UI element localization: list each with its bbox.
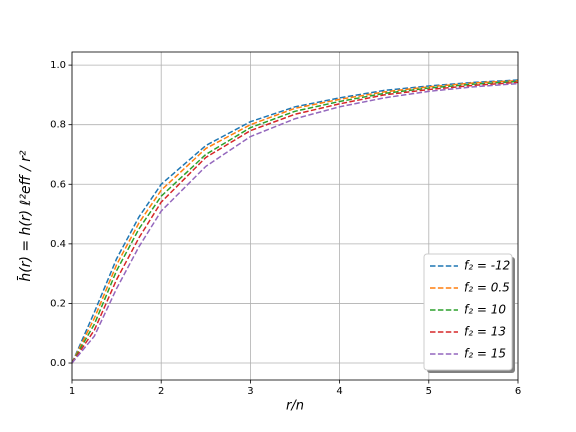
line-series bbox=[71, 79, 519, 364]
legend bbox=[423, 253, 513, 371]
x-tick-label: 3 bbox=[247, 386, 253, 397]
line-series bbox=[71, 81, 519, 364]
y-tick-label: 0.2 bbox=[50, 298, 66, 309]
x-tick-label: 2 bbox=[158, 386, 164, 397]
line-series bbox=[71, 79, 519, 364]
x-tick-label: 6 bbox=[515, 386, 521, 397]
x-axis-label: r/n bbox=[286, 399, 304, 414]
line-series bbox=[71, 80, 519, 364]
line-series bbox=[71, 82, 519, 364]
legend-label: f₂ = 10 bbox=[464, 303, 506, 317]
legend-label: f₂ = 15 bbox=[464, 347, 506, 361]
y-tick-label: 0.8 bbox=[50, 120, 66, 131]
axes-frame bbox=[71, 51, 519, 381]
y-tick-label: 1.0 bbox=[50, 60, 66, 71]
legend-label: f₂ = -12 bbox=[464, 259, 510, 273]
legend-label: f₂ = 13 bbox=[464, 325, 506, 339]
x-tick-label: 5 bbox=[426, 386, 432, 397]
legend-label: f₂ = 0.5 bbox=[464, 281, 510, 295]
y-tick-label: 0.0 bbox=[50, 358, 66, 369]
y-axis-label: h̄(r) = h(r) ℓ²eff / r² bbox=[16, 150, 34, 282]
x-tick-label: 4 bbox=[336, 386, 342, 397]
y-tick-label: 0.6 bbox=[50, 179, 66, 190]
x-tick-label: 1 bbox=[69, 386, 75, 397]
y-tick-label: 0.4 bbox=[50, 239, 66, 250]
